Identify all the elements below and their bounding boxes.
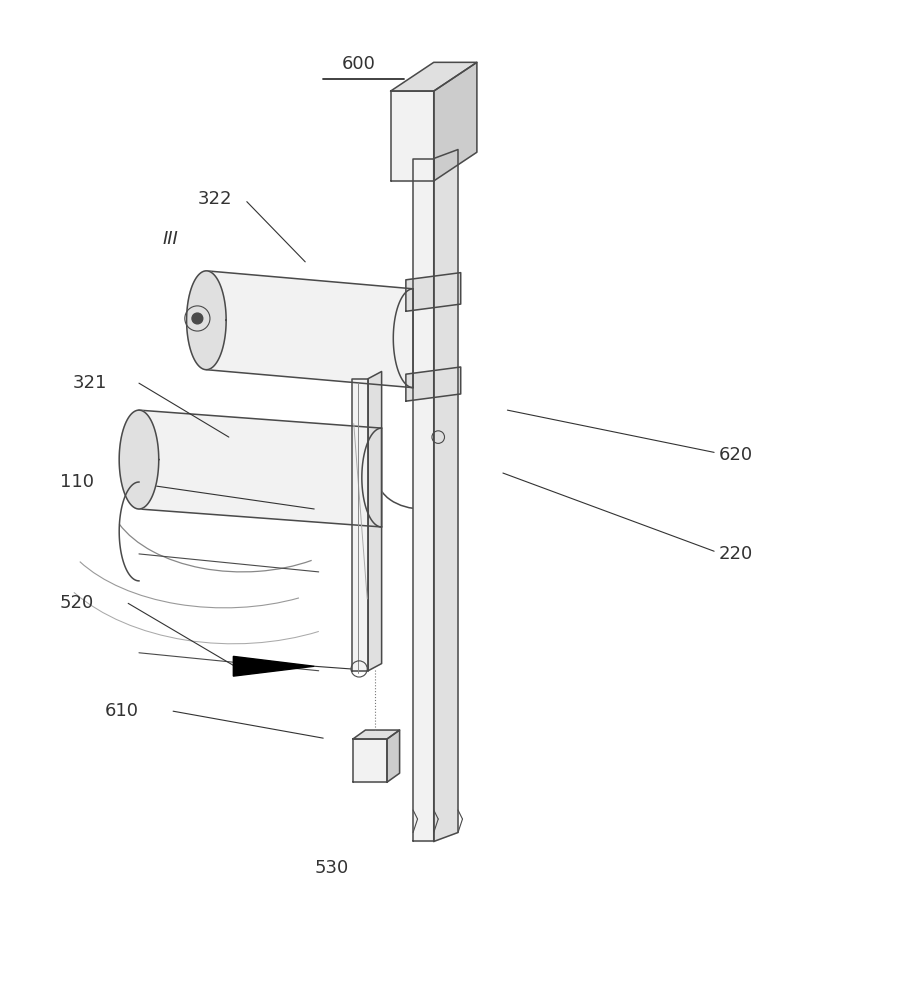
Polygon shape — [434, 150, 458, 841]
Polygon shape — [387, 730, 400, 782]
Polygon shape — [119, 410, 159, 509]
Polygon shape — [405, 273, 461, 311]
Text: 530: 530 — [315, 859, 349, 877]
Polygon shape — [233, 656, 314, 676]
Polygon shape — [139, 410, 382, 527]
Text: 620: 620 — [718, 446, 753, 464]
Polygon shape — [413, 159, 434, 841]
Text: 321: 321 — [73, 374, 108, 392]
Text: 220: 220 — [718, 545, 753, 563]
Polygon shape — [391, 62, 477, 91]
Circle shape — [192, 313, 203, 324]
Text: III: III — [162, 230, 179, 248]
Polygon shape — [207, 271, 413, 388]
Polygon shape — [353, 730, 400, 739]
Text: 520: 520 — [60, 594, 94, 612]
Text: 600: 600 — [342, 55, 376, 73]
Polygon shape — [368, 371, 382, 671]
Polygon shape — [405, 367, 461, 401]
Text: 322: 322 — [198, 190, 232, 208]
Polygon shape — [391, 91, 434, 181]
Polygon shape — [353, 739, 387, 782]
Text: 110: 110 — [60, 473, 94, 491]
Text: 610: 610 — [105, 702, 139, 720]
Polygon shape — [434, 62, 477, 181]
Polygon shape — [352, 379, 368, 671]
Polygon shape — [187, 271, 226, 370]
